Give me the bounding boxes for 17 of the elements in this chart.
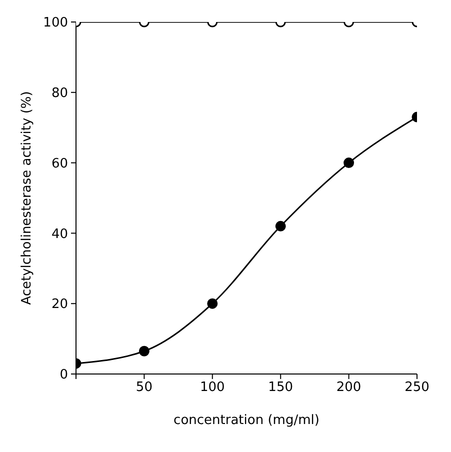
point — [138, 346, 150, 356]
x-tick-label: 250 — [404, 380, 430, 396]
x-axis-title: concentration (mg/ml) — [174, 413, 320, 428]
y-tick-label: 80 — [51, 86, 68, 102]
point — [207, 298, 218, 309]
y-tick-label: 20 — [51, 297, 68, 312]
point — [275, 220, 286, 232]
x-tick-label: 200 — [336, 380, 362, 396]
y-tick-label: 60 — [51, 156, 68, 172]
x-tick-label: 50 — [136, 380, 152, 396]
point — [344, 158, 354, 168]
y-tick-label: 100 — [43, 16, 68, 31]
y-tick-label: 0 — [60, 368, 68, 383]
y-axis-title: Acetylcholinesterase activity (%) — [20, 91, 35, 305]
x-tick-label: 100 — [200, 380, 225, 396]
x-tick-label: 150 — [268, 380, 294, 396]
y-tick-label: 40 — [51, 226, 68, 242]
